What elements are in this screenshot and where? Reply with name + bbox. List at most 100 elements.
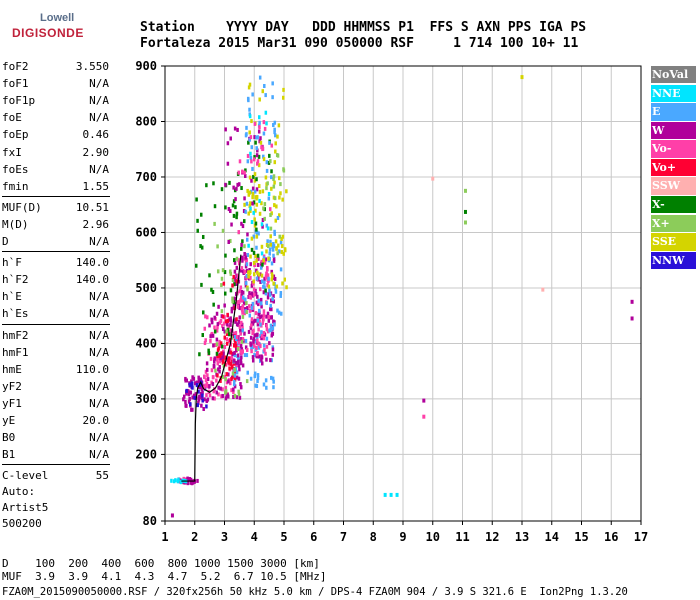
echo-point (250, 303, 254, 308)
echo-point (221, 323, 224, 328)
echo-point (253, 189, 257, 194)
echo-point (212, 343, 215, 348)
x-tick-label: 12 (485, 530, 499, 544)
echo-point (260, 251, 264, 256)
legend-item: SSE (651, 233, 696, 251)
echo-point (196, 403, 199, 408)
echo-point (235, 265, 239, 270)
echo-point (273, 130, 276, 135)
echo-point (258, 115, 261, 120)
echo-point (280, 244, 284, 249)
echo-point (255, 177, 258, 182)
echo-point (255, 146, 258, 151)
param-name: hmE (2, 362, 22, 376)
echo-point (238, 340, 241, 345)
param-value: 10.51 (75, 200, 109, 214)
auto-version: 500200 (2, 517, 42, 530)
echo-point (243, 170, 246, 175)
echo-point (182, 397, 185, 402)
echo-point (233, 334, 237, 339)
echo-point (257, 154, 261, 159)
param-row: hmE 110.0 (2, 361, 109, 378)
echo-point (246, 306, 249, 311)
echo-point (250, 317, 254, 322)
echo-point (270, 298, 273, 303)
echo-point (253, 223, 257, 228)
echo-point (228, 350, 231, 355)
echo-point (196, 218, 199, 223)
echo-point (170, 513, 174, 518)
echo-point (255, 268, 258, 273)
echo-point (259, 265, 263, 270)
param-row: C-level 55 (2, 467, 109, 484)
echo-point (224, 375, 227, 380)
echo-point (252, 260, 256, 265)
echo-point (240, 246, 243, 251)
param-row: M(D) 2.96 (2, 216, 109, 233)
param-name: hmF1 (2, 345, 29, 359)
echo-point (235, 395, 239, 400)
echo-point (279, 291, 283, 296)
echo-point (250, 236, 254, 241)
echo-point (233, 258, 236, 263)
echo-point (254, 311, 258, 316)
echo-point (226, 161, 230, 166)
echo-point (250, 283, 254, 288)
echo-point (248, 82, 252, 87)
echo-point (233, 260, 237, 265)
legend-item: X- (651, 196, 696, 214)
echo-point (254, 254, 257, 259)
echo-point (243, 331, 246, 336)
echo-point (279, 240, 283, 245)
echo-point (251, 344, 255, 349)
echo-point (243, 196, 246, 201)
legend-item: E (651, 103, 696, 121)
echo-point (264, 274, 268, 279)
param-row: fmin 1.55 (2, 178, 109, 195)
echo-point (189, 390, 193, 395)
echo-point (249, 206, 252, 211)
echo-point (241, 258, 244, 263)
echo-point (247, 243, 250, 248)
echo-point (261, 217, 265, 222)
echo-point (226, 141, 230, 146)
echo-point (199, 377, 202, 382)
echo-point (198, 382, 202, 387)
param-row: foE N/A (2, 109, 109, 126)
echo-point (227, 372, 230, 377)
echo-point (264, 93, 267, 98)
echo-point (229, 350, 233, 355)
echo-point (225, 332, 229, 337)
echo-point (210, 320, 214, 325)
echo-point (279, 191, 282, 196)
echo-point (237, 356, 240, 361)
echo-point (268, 288, 271, 293)
echo-point (255, 345, 258, 350)
echo-point (281, 234, 285, 239)
echo-point (271, 376, 275, 381)
param-row: foF1 N/A (2, 75, 109, 92)
echo-point (213, 356, 217, 361)
echo-point (269, 159, 272, 164)
param-value: N/A (89, 431, 109, 445)
echo-point (245, 257, 248, 262)
echo-point (260, 357, 263, 362)
echo-point (233, 269, 237, 274)
echo-point (193, 393, 196, 398)
echo-point (211, 289, 215, 294)
echo-point (229, 316, 232, 321)
echo-point (250, 178, 253, 183)
echo-point (270, 175, 273, 180)
echo-point (257, 298, 260, 303)
echo-point (258, 211, 262, 216)
echo-point (184, 399, 187, 404)
echo-point (191, 395, 194, 400)
echo-point (197, 375, 200, 380)
param-value: N/A (89, 94, 109, 108)
echo-point (218, 339, 221, 344)
legend-item: Vo- (651, 140, 696, 158)
echo-point (210, 287, 213, 292)
echo-point (235, 317, 238, 322)
echo-point (260, 201, 263, 206)
echo-point (233, 353, 237, 358)
